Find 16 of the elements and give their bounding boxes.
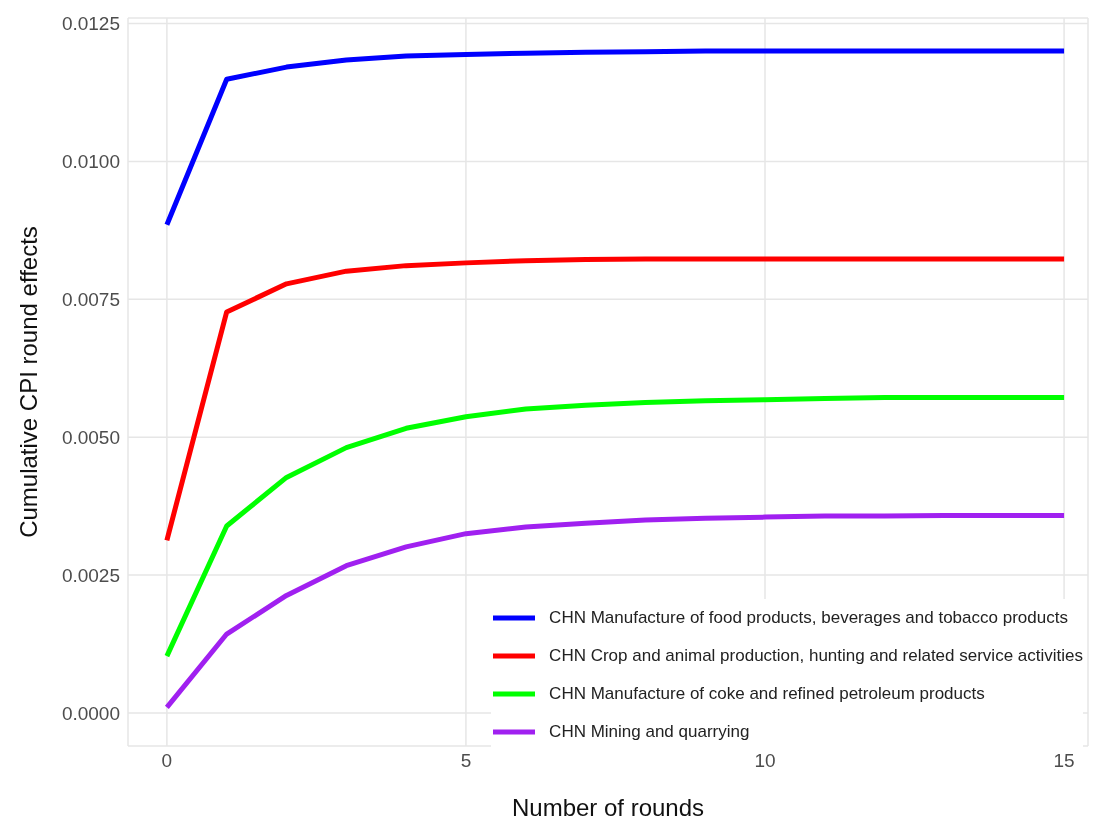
x-tick-label: 0	[161, 750, 173, 772]
y-tick-label: 0.0075	[61, 289, 120, 311]
x-tick-label: 15	[1053, 750, 1075, 772]
x-tick-label: 5	[460, 750, 472, 772]
y-tick-label: 0.0100	[61, 151, 120, 173]
y-tick-label: 0.0125	[61, 13, 120, 35]
y-tick-label: 0.0050	[61, 426, 120, 448]
legend-label: CHN Crop and animal production, hunting and related service activities	[549, 645, 1083, 667]
legend-label: CHN Mining and quarrying	[549, 721, 750, 743]
y-tick-label: 0.0000	[61, 702, 120, 724]
x-axis-title: Number of rounds	[511, 794, 705, 821]
y-tick-label: 0.0025	[61, 564, 120, 586]
y-axis-title: Cumulative CPI round effects	[14, 226, 42, 538]
legend-label: CHN Manufacture of coke and refined petroleum products	[549, 683, 985, 705]
x-tick-label: 10	[754, 750, 776, 772]
legend-label: CHN Manufacture of food products, beverages and tobacco products	[549, 607, 1068, 629]
